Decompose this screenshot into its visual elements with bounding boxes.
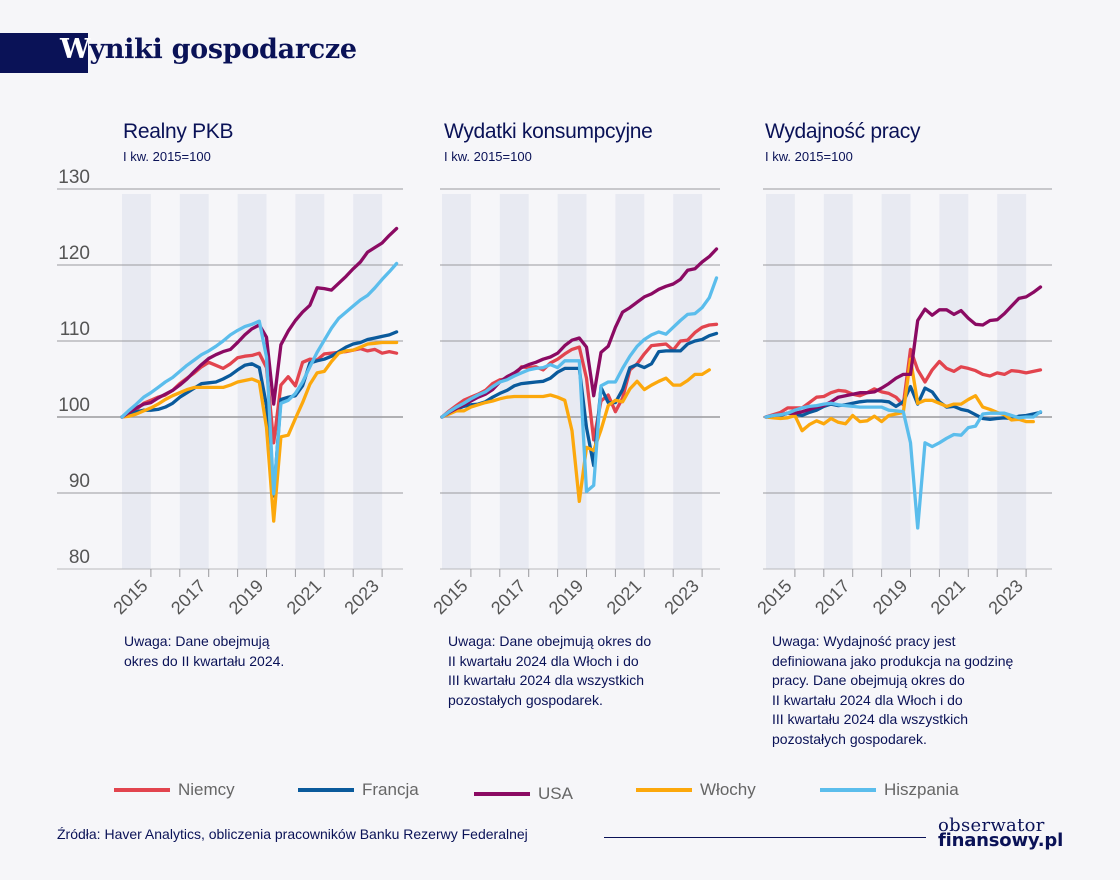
x-tick-label: 2021 — [927, 576, 969, 618]
x-tick-label: 2017 — [167, 576, 209, 618]
note-line: definiowana jako produkcja na godzinę — [772, 652, 1014, 669]
x-tick-label: 2017 — [811, 576, 853, 618]
x-tick-label: 2015 — [753, 576, 795, 618]
legend-item-usa: USA — [474, 784, 573, 804]
source-note: Źródła: Haver Analytics, obliczenia prac… — [57, 826, 528, 842]
year-band — [442, 194, 471, 569]
legend-item-hiszpania: Hiszpania — [820, 780, 959, 800]
year-band — [823, 194, 853, 569]
footer-divider — [604, 837, 926, 838]
note-gdp: Uwaga: Dane obejmują okres do II kwartału… — [124, 632, 284, 671]
series-line-hiszpania — [764, 401, 1043, 530]
note-line: Uwaga: Dane obejmują — [124, 633, 270, 649]
series-line-wlochy — [764, 357, 1035, 433]
series-line-wlochy — [120, 340, 399, 523]
panel-subtitle-gdp: I kw. 2015=100 — [123, 149, 211, 164]
x-tick-label: 2015 — [429, 576, 471, 618]
series-line-hiszpania — [120, 261, 399, 496]
note-line: III kwartału 2024 dla wszystkich — [772, 711, 969, 727]
year-band — [353, 194, 383, 569]
legend-swatch-francja — [298, 788, 354, 792]
note-line: Uwaga: Wydajność pracy jest — [772, 633, 956, 649]
x-tick-label: 2015 — [109, 576, 151, 618]
y-tick-label: 90 — [69, 471, 90, 492]
legend-swatch-niemcy — [114, 788, 170, 792]
x-tick-label: 2019 — [225, 576, 267, 618]
logo: obserwator finansowy.pl — [938, 815, 1064, 851]
note-consumption: Uwaga: Dane obejmują okres do II kwartału… — [448, 632, 651, 710]
panel-title-productivity: Wydajność pracy — [765, 120, 921, 143]
series-line-wlochy — [440, 368, 711, 504]
note-line: Uwaga: Dane obejmują okres do — [448, 633, 652, 649]
series-line-usa — [440, 247, 719, 419]
note-line: III kwartału 2024 dla wszystkich — [448, 672, 645, 688]
year-band — [122, 194, 151, 569]
note-line: okres do II kwartału 2024. — [124, 652, 285, 669]
page-title: Wyniki gospodarcze — [60, 34, 357, 65]
note-line: II kwartału 2024 dla Włoch i do — [448, 652, 639, 669]
y-tick-label: 100 — [58, 395, 90, 416]
year-band — [615, 194, 645, 569]
year-band — [997, 194, 1027, 569]
legend: Niemcy Francja USA Włochy Hiszpania — [0, 780, 1120, 810]
series-line-hiszpania — [440, 276, 719, 494]
x-tick-label: 2021 — [283, 576, 325, 618]
x-tick-label: 2023 — [984, 576, 1026, 618]
panel-subtitle-consumption: I kw. 2015=100 — [444, 149, 532, 164]
x-tick-label: 2023 — [660, 576, 702, 618]
note-productivity: Uwaga: Wydajność pracy jest definiowana j… — [772, 632, 1013, 749]
legend-swatch-usa — [474, 792, 530, 796]
y-tick-label: 130 — [58, 167, 90, 188]
panel-title-consumption: Wydatki konsumpcyjne — [444, 120, 653, 143]
note-line: pozostałych gospodarek. — [448, 691, 603, 708]
panel-subtitle-productivity: I kw. 2015=100 — [765, 149, 853, 164]
title-accent-bar — [0, 33, 88, 73]
series-line-francja — [120, 330, 399, 498]
year-band — [766, 194, 795, 569]
x-tick-label: 2019 — [545, 576, 587, 618]
panel-title-gdp: Realny PKB — [123, 120, 234, 143]
x-tick-label: 2017 — [487, 576, 529, 618]
legend-swatch-wlochy — [636, 788, 692, 792]
note-line: II kwartału 2024 dla Włoch i do — [772, 691, 963, 708]
legend-item-wlochy: Włochy — [636, 780, 756, 800]
legend-swatch-hiszpania — [820, 788, 876, 792]
year-band — [939, 194, 969, 569]
legend-item-francja: Francja — [298, 780, 419, 800]
x-tick-label: 2023 — [340, 576, 382, 618]
y-tick-label: 110 — [60, 319, 90, 340]
x-tick-label: 2021 — [603, 576, 645, 618]
x-tick-label: 2019 — [869, 576, 911, 618]
note-line: pracy. Dane obejmują okres do — [772, 672, 965, 688]
note-line: pozostałych gospodarek. — [772, 730, 927, 747]
legend-item-niemcy: Niemcy — [114, 780, 235, 800]
y-tick-label: 80 — [69, 547, 90, 568]
series-line-usa — [764, 285, 1043, 419]
y-tick-label: 120 — [58, 243, 90, 264]
